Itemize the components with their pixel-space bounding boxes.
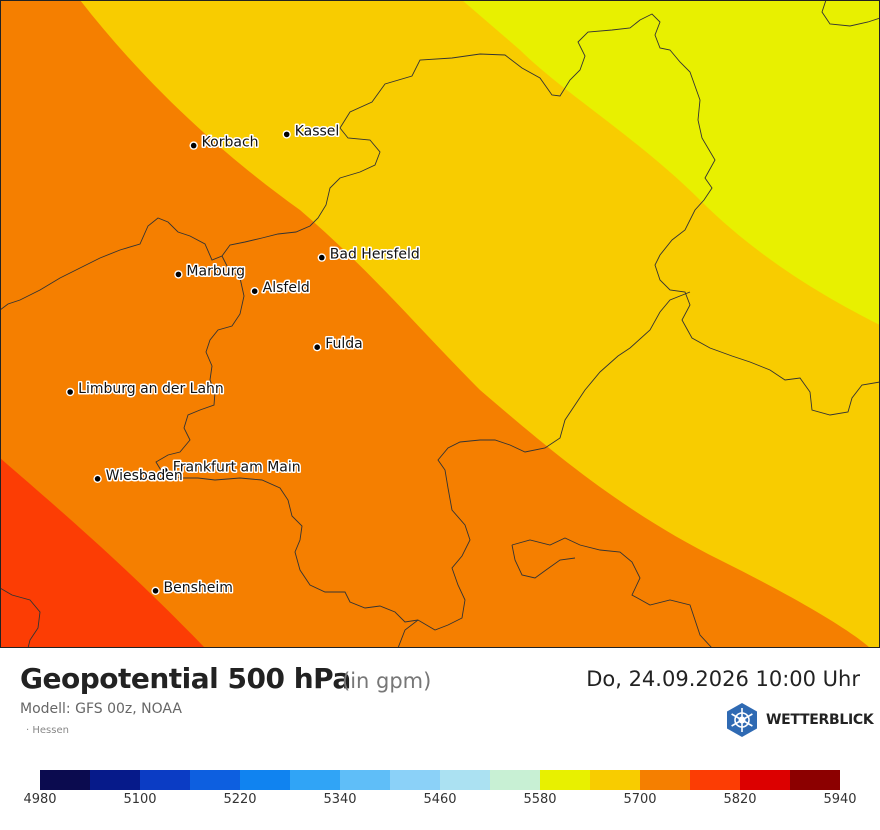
border-top-right	[821, 0, 880, 27]
color-scale-tick-label: 5460	[423, 792, 457, 807]
color-scale-segment	[590, 770, 640, 790]
city-label: Fulda	[325, 336, 363, 352]
color-scale-segment	[40, 770, 90, 790]
city-label: Bad Hersfeld	[330, 247, 420, 263]
state-border-outline	[339, 13, 880, 416]
color-scale-ticks: 4980 5100 5220 5340 5460 5580 5700 5820 5940	[0, 790, 880, 810]
city-marker[interactable]: Alsfeld	[250, 279, 311, 298]
color-scale-segment	[190, 770, 240, 790]
color-scale-segment	[440, 770, 490, 790]
color-scale-segment	[490, 770, 540, 790]
color-scale-tick-label: 5820	[723, 792, 757, 807]
color-scale-tick-label: 5220	[223, 792, 257, 807]
color-scale-tick-label: 5940	[823, 792, 857, 807]
color-scale-tick-label: 5340	[323, 792, 357, 807]
city-marker[interactable]: Bad Hersfeld	[317, 245, 421, 264]
city-label: Frankfurt am Main	[173, 459, 301, 475]
color-scale-tick-label: 4980	[23, 792, 57, 807]
city-label: Bensheim	[164, 580, 233, 596]
color-scale-tick-label: 5100	[123, 792, 157, 807]
color-scale-segment	[340, 770, 390, 790]
geopotential-map[interactable]: Kassel Korbach Bad Hersfeld Marburg Alsfeld F…	[0, 0, 880, 648]
color-scale-segment	[140, 770, 190, 790]
color-scale-segment	[690, 770, 740, 790]
state-border-neighbor	[511, 544, 576, 579]
color-scale-segment	[390, 770, 440, 790]
city-dot	[283, 131, 290, 138]
forecast-datetime: Do, 24.09.2026 10:00 Uhr	[586, 667, 860, 691]
city-marker[interactable]: Limburg an der Lahn	[65, 380, 225, 399]
color-scale-bar	[40, 770, 840, 790]
sun-snowflake-icon	[727, 703, 757, 737]
city-dot	[314, 344, 321, 351]
city-marker[interactable]: Frankfurt am Main	[160, 458, 302, 477]
map-title: Geopotential 500 hPa	[20, 662, 351, 695]
color-scale-segment	[790, 770, 840, 790]
brand-logo[interactable]: WETTERBLICK	[724, 703, 874, 737]
city-label: Wiesbaden	[106, 468, 183, 484]
city-label: Limburg an der Lahn	[78, 381, 224, 397]
city-dot	[67, 389, 73, 395]
zone-5700-5760	[0, 0, 870, 648]
zone-5580-5640	[462, 0, 880, 325]
city-dot	[190, 142, 197, 149]
city-markers-layer: Kassel Korbach Bad Hersfeld Marburg Alsfeld F…	[65, 122, 421, 597]
city-dot	[175, 271, 182, 278]
model-label: Modell: GFS 00z, NOAA	[20, 701, 182, 717]
color-scale-segment	[740, 770, 790, 790]
city-label: Alsfeld	[263, 280, 310, 296]
state-border-southeast	[511, 537, 713, 648]
legend-panel: Geopotential 500 hPa (in gpm) Do, 24.09.…	[0, 648, 880, 830]
city-marker[interactable]: Marburg	[174, 262, 247, 281]
city-dot	[152, 588, 159, 594]
city-dot	[318, 254, 325, 261]
city-dot	[251, 288, 258, 295]
city-label: Kassel	[295, 123, 340, 139]
city-marker[interactable]: Korbach	[189, 133, 260, 152]
city-dot	[161, 467, 168, 474]
zone-5760-5820	[0, 458, 205, 648]
city-marker[interactable]: Bensheim	[151, 578, 234, 597]
unit-label: (in gpm)	[342, 669, 432, 693]
city-marker[interactable]: Fulda	[313, 335, 364, 354]
region-label: · Hessen	[26, 725, 69, 736]
color-scale-segment	[240, 770, 290, 790]
city-dot	[94, 476, 101, 482]
city-label: Korbach	[202, 135, 259, 151]
state-border-south	[397, 291, 691, 648]
border-lower-left	[0, 587, 41, 648]
color-scale-segment	[540, 770, 590, 790]
color-scale-tick-label: 5700	[623, 792, 657, 807]
city-marker[interactable]: Kassel	[282, 122, 341, 141]
color-scale-segment	[640, 770, 690, 790]
city-marker[interactable]: Wiesbaden	[93, 466, 184, 485]
city-label: Marburg	[186, 263, 245, 279]
color-scale-tick-label: 5580	[523, 792, 557, 807]
color-scale-segment	[290, 770, 340, 790]
state-border-southwest	[155, 255, 419, 623]
brand-name: WETTERBLICK	[766, 712, 874, 728]
color-scale-segment	[90, 770, 140, 790]
